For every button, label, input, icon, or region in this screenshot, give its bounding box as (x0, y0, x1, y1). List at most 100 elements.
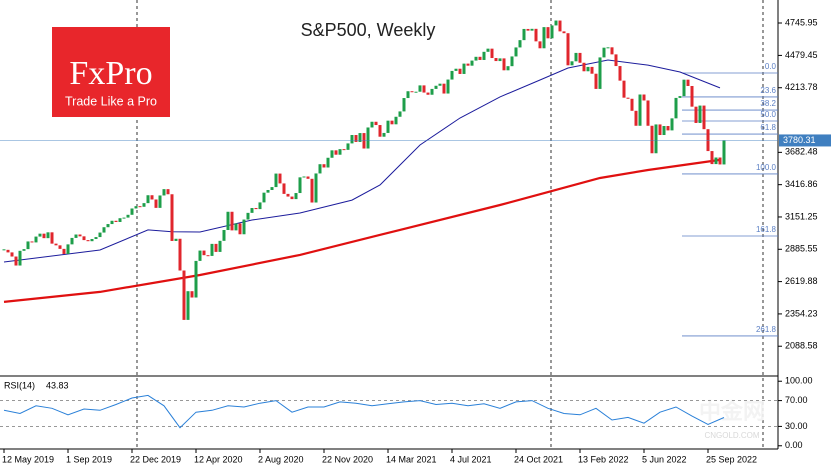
candle-body (674, 97, 678, 119)
candle-body (602, 47, 606, 58)
candle-body (126, 214, 130, 218)
x-tick-label: 22 Nov 2020 (322, 454, 373, 464)
candle-body (342, 149, 346, 151)
fibo-label: 23.6 (760, 86, 776, 95)
candle-body (326, 157, 330, 168)
candle-body (378, 125, 382, 137)
candle-body (178, 238, 182, 271)
candle-body (514, 47, 518, 57)
candle-body (650, 125, 654, 154)
candle-body (506, 66, 510, 71)
candle-body (94, 237, 98, 240)
candle-body (710, 151, 714, 165)
candle-body (54, 243, 58, 246)
candle-body (50, 232, 54, 244)
candle-body (598, 57, 602, 89)
last-price-tag (779, 134, 831, 147)
chart-title: S&P500, Weekly (301, 20, 436, 40)
candle-body (138, 206, 142, 208)
candle-body (562, 31, 566, 34)
candle-body (438, 83, 442, 86)
candle-body (398, 111, 402, 117)
candle-body (238, 223, 242, 235)
candle-body (170, 194, 174, 241)
fibo-label: 161.8 (756, 225, 777, 234)
candle-body (262, 192, 266, 203)
candle-body (14, 256, 18, 266)
candle-body (402, 98, 406, 112)
candle-body (526, 28, 530, 31)
candle-body (246, 212, 250, 220)
rsi-tick-label: 0.00 (785, 440, 803, 450)
candle-body (694, 106, 698, 123)
candle-body (578, 52, 582, 63)
candle-body (558, 20, 562, 32)
y-tick-label: 3416.86 (785, 179, 818, 189)
candle-body (174, 238, 178, 241)
candle-body (102, 227, 106, 233)
y-tick-label: 4479.45 (785, 50, 818, 60)
candle-body (18, 250, 22, 266)
candle-body (250, 207, 254, 213)
candle-body (702, 105, 706, 130)
fibo-label: 261.8 (756, 325, 777, 334)
fibo-label: 50.0 (760, 110, 776, 119)
candle-body (58, 245, 62, 249)
candle-body (294, 193, 298, 200)
x-tick-label: 2 Aug 2020 (258, 454, 304, 464)
candle-body (270, 187, 274, 190)
candle-body (426, 92, 430, 95)
candle-body (586, 66, 590, 72)
candle-body (198, 250, 202, 261)
candle-body (482, 51, 486, 60)
candle-body (434, 85, 438, 89)
candle-body (414, 91, 418, 93)
candle-body (614, 54, 618, 67)
candle-body (86, 240, 90, 242)
rsi-value: 43.83 (46, 380, 69, 390)
x-tick-label: 14 Mar 2021 (386, 454, 437, 464)
candle-body (374, 121, 378, 126)
candle-body (474, 56, 478, 61)
candle-body (718, 157, 722, 165)
y-tick-label: 2354.23 (785, 308, 818, 318)
x-tick-label: 24 Oct 2021 (514, 454, 563, 464)
candle-body (162, 189, 166, 196)
candle-body (254, 207, 258, 210)
candle-body (346, 143, 350, 150)
candle-body (282, 183, 286, 194)
candle-body (446, 79, 450, 94)
candle-body (698, 105, 702, 123)
candle-body (554, 20, 558, 26)
candle-body (642, 94, 646, 101)
candle-body (110, 220, 114, 225)
candle-body (634, 110, 638, 126)
candle-body (210, 243, 214, 256)
candle-body (62, 248, 66, 254)
candle-body (358, 133, 362, 142)
candle-body (74, 234, 78, 238)
y-tick-label: 2619.88 (785, 276, 818, 286)
candle-body (406, 91, 410, 99)
candle-body (566, 33, 570, 66)
candle-body (350, 135, 354, 144)
candle-body (394, 116, 398, 125)
candle-body (606, 47, 610, 49)
moving-average (3, 158, 721, 303)
candle-body (150, 195, 154, 200)
candle-body (318, 164, 322, 174)
y-tick-label: 2885.55 (785, 244, 818, 254)
candle-body (410, 91, 414, 93)
candle-body (278, 173, 282, 184)
candle-body (190, 291, 194, 298)
candle-body (714, 157, 718, 165)
candle-body (6, 249, 10, 253)
candle-body (66, 244, 70, 254)
candle-body (134, 206, 138, 209)
candle-body (430, 88, 434, 95)
candle-body (486, 48, 490, 52)
rsi-name: RSI(14) (4, 380, 35, 390)
candle-body (166, 189, 170, 195)
x-tick-label: 4 Jul 2021 (450, 454, 492, 464)
